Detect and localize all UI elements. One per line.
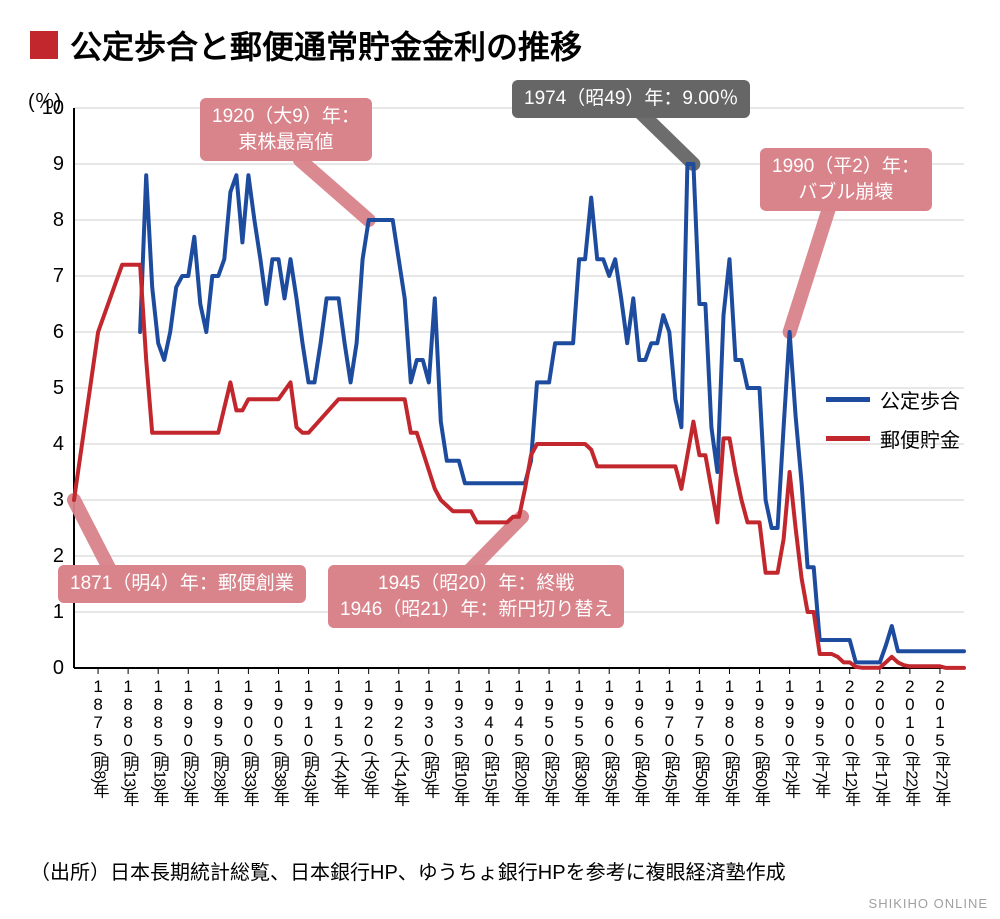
x-label: 1965(昭40)年 (624, 678, 654, 806)
x-label: 1930(昭5)年 (414, 678, 444, 798)
svg-text:2: 2 (53, 545, 64, 567)
x-label: 2010(平22)年 (895, 678, 925, 806)
x-label: 1890(明23)年 (173, 678, 203, 806)
x-label: 1975(昭50)年 (684, 678, 714, 806)
x-label: 1905(明38)年 (263, 678, 293, 806)
x-label: 1920(大9)年 (354, 678, 384, 798)
callout-1945: 1945（昭20）年：終戦1946（昭21）年：新円切り替え (328, 565, 624, 628)
watermark: SHIKIHO ONLINE (869, 896, 988, 911)
x-label: 1935(昭10)年 (444, 678, 474, 806)
x-label: 1955(昭30)年 (564, 678, 594, 806)
x-label: 1880(明13)年 (113, 678, 143, 806)
svg-text:9: 9 (53, 153, 64, 175)
x-label: 1925(大14)年 (384, 678, 414, 806)
x-label: 1970(昭45)年 (654, 678, 684, 806)
svg-text:8: 8 (53, 209, 64, 231)
x-label: 2005(平17)年 (865, 678, 895, 806)
x-label: 1960(昭35)年 (594, 678, 624, 806)
svg-text:5: 5 (53, 377, 64, 399)
x-label: 1950(昭25)年 (534, 678, 564, 806)
legend-blue: 公定歩合 (826, 385, 960, 414)
callout-1920: 1920（大9）年：東株最高値 (200, 98, 372, 161)
title-square-icon (30, 31, 58, 59)
x-label: 2000(平12)年 (835, 678, 865, 806)
callout-1871: 1871（明4）年：郵便創業 (58, 565, 306, 603)
svg-text:0: 0 (53, 657, 64, 679)
source-text: （出所）日本長期統計総覧、日本銀行HP、ゆうちょ銀行HPを参考に複眼経済塾作成 (30, 856, 786, 885)
callout-1990: 1990（平2）年：バブル崩壊 (760, 148, 932, 211)
legend-red-label: 郵便貯金 (880, 424, 960, 453)
chart-area: (％) 012345678910 1920（大9）年：東株最高値 1974（昭4… (0, 70, 1000, 830)
svg-text:1: 1 (53, 601, 64, 623)
x-label: 2015(平27)年 (925, 678, 955, 806)
x-label: 1995(平7)年 (805, 678, 835, 798)
chart-title: 公定歩合と郵便通常貯金金利の推移 (70, 22, 582, 68)
x-label: 1985(昭60)年 (745, 678, 775, 806)
x-label: 1940(昭15)年 (474, 678, 504, 806)
chart-legend: 公定歩合 郵便貯金 (826, 385, 960, 463)
svg-text:3: 3 (53, 489, 64, 511)
svg-text:10: 10 (42, 97, 64, 119)
x-label: 1885(明18)年 (143, 678, 173, 806)
x-label: 1945(昭20)年 (504, 678, 534, 806)
legend-red: 郵便貯金 (826, 424, 960, 453)
legend-red-line (826, 436, 870, 441)
legend-blue-label: 公定歩合 (880, 385, 960, 414)
x-label: 1895(明28)年 (203, 678, 233, 806)
x-label: 1910(明43)年 (294, 678, 324, 806)
chart-title-bar: 公定歩合と郵便通常貯金金利の推移 (0, 0, 1000, 68)
callout-1974: 1974（昭49）年：9.00％ (512, 80, 750, 118)
x-label: 1875(明8)年 (83, 678, 113, 798)
x-label: 1915(大4)年 (324, 678, 354, 798)
x-label: 1990(平2)年 (775, 678, 805, 798)
svg-text:4: 4 (53, 433, 64, 455)
svg-text:6: 6 (53, 321, 64, 343)
legend-blue-line (826, 397, 870, 402)
x-label: 1980(昭55)年 (714, 678, 744, 806)
svg-text:7: 7 (53, 265, 64, 287)
x-label: 1900(明33)年 (233, 678, 263, 806)
